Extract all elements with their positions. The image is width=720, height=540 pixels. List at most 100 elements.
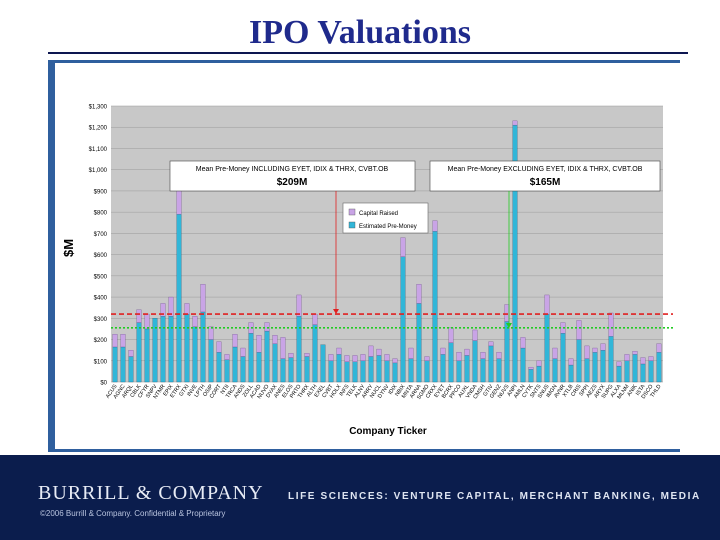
- bar-pre-money: [360, 360, 366, 383]
- bar-capital-raised: [480, 352, 486, 359]
- bar-capital-raised: [632, 351, 638, 355]
- bar-pre-money: [384, 360, 390, 383]
- footer-bar: [0, 455, 720, 540]
- bar-pre-money: [184, 313, 190, 383]
- bar-capital-raised: [648, 356, 654, 361]
- bar-capital-raised: [128, 350, 134, 357]
- legend-swatch-capital-raised: [348, 208, 356, 216]
- legend-label-capital-raised: Capital Raised: [359, 211, 398, 217]
- y-tick-label: $700: [94, 232, 108, 238]
- bar-pre-money: [544, 313, 550, 383]
- footer-tagline: LIFE SCIENCES: VENTURE CAPITAL, MERCHANT…: [288, 491, 701, 502]
- y-tick-label: $600: [94, 253, 108, 259]
- bar-capital-raised: [288, 353, 294, 358]
- bar-capital-raised: [280, 337, 286, 359]
- bar-pre-money: [632, 354, 638, 383]
- bar-pre-money: [192, 326, 198, 383]
- bar-pre-money: [424, 360, 430, 383]
- bar-capital-raised: [344, 355, 350, 362]
- bar-capital-raised: [440, 347, 446, 355]
- y-tick-label: $1,000: [89, 168, 108, 174]
- bar-pre-money: [496, 358, 502, 383]
- x-axis-label: Company Ticker: [349, 426, 427, 437]
- bar-pre-money: [296, 316, 302, 383]
- bar-pre-money: [464, 355, 470, 383]
- bar-pre-money: [120, 346, 126, 383]
- bar-pre-money: [312, 324, 318, 383]
- bar-capital-raised: [640, 357, 646, 365]
- bar-capital-raised: [304, 353, 310, 357]
- bar-pre-money: [600, 350, 606, 383]
- y-tick-label: $800: [94, 211, 108, 217]
- bar-pre-money: [112, 346, 118, 383]
- company-logo: BURRILL & COMPANY: [38, 482, 264, 504]
- y-tick-label: $1,200: [89, 126, 108, 132]
- bar-capital-raised: [136, 309, 142, 323]
- bar-pre-money: [400, 256, 406, 383]
- arrow-head-excluding: [506, 323, 512, 328]
- bar-pre-money: [656, 352, 662, 383]
- bar-pre-money: [280, 358, 286, 383]
- bar-pre-money: [592, 352, 598, 383]
- bar-pre-money: [136, 322, 142, 383]
- bar-pre-money: [552, 358, 558, 383]
- bar-capital-raised: [112, 334, 118, 348]
- legend-swatch-pre-money: [348, 221, 356, 229]
- bar-pre-money: [520, 347, 526, 383]
- bar-pre-money: [288, 357, 294, 383]
- bar-capital-raised: [464, 348, 470, 356]
- bar-pre-money: [272, 343, 278, 383]
- bar-pre-money: [608, 336, 614, 383]
- bar-pre-money: [152, 318, 158, 383]
- bar-capital-raised: [600, 343, 606, 351]
- bar-pre-money: [176, 214, 182, 383]
- bar-capital-raised: [216, 341, 222, 353]
- bar-capital-raised: [592, 347, 598, 353]
- annotation-mean-including: Mean Pre-Money INCLUDING EYET, IDIX & TH…: [169, 160, 416, 314]
- x-tick-labels: ACUSAGNCARQLCBLKCFYRSNPVNTMREPIXETRXGTXI…: [105, 383, 663, 401]
- bar-capital-raised: [352, 355, 358, 362]
- y-tick-label: $900: [94, 189, 108, 195]
- bar-pre-money: [232, 346, 238, 383]
- y-tick-label: $1,100: [89, 147, 108, 153]
- bar-capital-raised: [448, 327, 454, 343]
- bar-pre-money: [408, 358, 414, 383]
- y-tick-label: $500: [94, 274, 108, 280]
- y-axis-label: $M: [61, 239, 76, 257]
- bar-capital-raised: [224, 354, 230, 360]
- bar-pre-money: [568, 364, 574, 383]
- annotation-box-excluding: [429, 160, 661, 192]
- bar-pre-money: [168, 316, 174, 383]
- slide-title: IPO Valuations: [248, 14, 472, 51]
- bar-pre-money: [224, 359, 230, 383]
- annotation-label-including: Mean Pre-Money INCLUDING EYET, IDIX & TH…: [196, 166, 389, 173]
- bar-pre-money: [328, 360, 334, 383]
- x-tick-label: IDIX: [388, 383, 399, 395]
- legend-label-pre-money: Estimated Pre-Money: [359, 224, 417, 230]
- bar-capital-raised: [528, 366, 534, 370]
- bar-capital-raised: [144, 313, 150, 330]
- bar-pre-money: [416, 303, 422, 383]
- annotation-mean-excluding: Mean Pre-Money EXCLUDING EYET, IDIX & TH…: [429, 160, 661, 328]
- bar-pre-money: [240, 356, 246, 383]
- bar-pre-money: [448, 342, 454, 383]
- bar-capital-raised: [496, 352, 502, 359]
- bar-capital-raised: [584, 345, 590, 359]
- bar-capital-raised: [512, 120, 518, 126]
- bar-pre-money: [640, 363, 646, 383]
- y-tick-labels: $0 $100 $200 $300 $400 $500 $600 $700 $800 $900 $1…: [89, 105, 108, 387]
- bar-capital-raised: [160, 303, 166, 317]
- bar-pre-money: [432, 231, 438, 383]
- bar-capital-raised: [472, 329, 478, 341]
- bar-capital-raised: [384, 354, 390, 361]
- annotation-value-excluding: $165M: [530, 177, 561, 188]
- bar-pre-money: [472, 340, 478, 383]
- bar-pre-money: [248, 333, 254, 383]
- bar-capital-raised: [192, 316, 198, 327]
- bar-pre-money: [264, 330, 270, 383]
- bar-capital-raised: [296, 294, 302, 317]
- bar-pre-money: [576, 339, 582, 383]
- bar-capital-raised: [240, 347, 246, 357]
- y-tick-label: $0: [100, 381, 107, 387]
- y-tick-label: $400: [94, 296, 108, 302]
